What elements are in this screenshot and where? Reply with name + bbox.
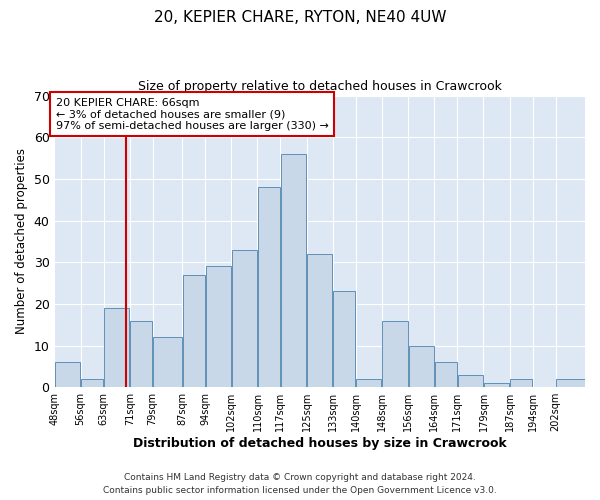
Bar <box>55 362 80 387</box>
Bar <box>81 379 103 387</box>
X-axis label: Distribution of detached houses by size in Crawcrook: Distribution of detached houses by size … <box>133 437 506 450</box>
Bar <box>556 379 584 387</box>
Bar <box>182 274 205 387</box>
Bar <box>307 254 332 387</box>
Bar <box>484 383 509 387</box>
Bar <box>258 187 280 387</box>
Bar <box>458 374 483 387</box>
Text: Contains HM Land Registry data © Crown copyright and database right 2024.
Contai: Contains HM Land Registry data © Crown c… <box>103 474 497 495</box>
Title: Size of property relative to detached houses in Crawcrook: Size of property relative to detached ho… <box>138 80 502 93</box>
Bar <box>409 346 434 387</box>
Bar <box>232 250 257 387</box>
Bar <box>281 154 306 387</box>
Text: 20, KEPIER CHARE, RYTON, NE40 4UW: 20, KEPIER CHARE, RYTON, NE40 4UW <box>154 10 446 25</box>
Text: 20 KEPIER CHARE: 66sqm
← 3% of detached houses are smaller (9)
97% of semi-detac: 20 KEPIER CHARE: 66sqm ← 3% of detached … <box>56 98 329 131</box>
Bar <box>206 266 231 387</box>
Bar <box>382 320 407 387</box>
Bar <box>356 379 382 387</box>
Bar <box>510 379 532 387</box>
Bar <box>153 337 182 387</box>
Y-axis label: Number of detached properties: Number of detached properties <box>15 148 28 334</box>
Bar <box>104 308 129 387</box>
Bar <box>435 362 457 387</box>
Bar <box>334 292 355 387</box>
Bar <box>130 320 152 387</box>
